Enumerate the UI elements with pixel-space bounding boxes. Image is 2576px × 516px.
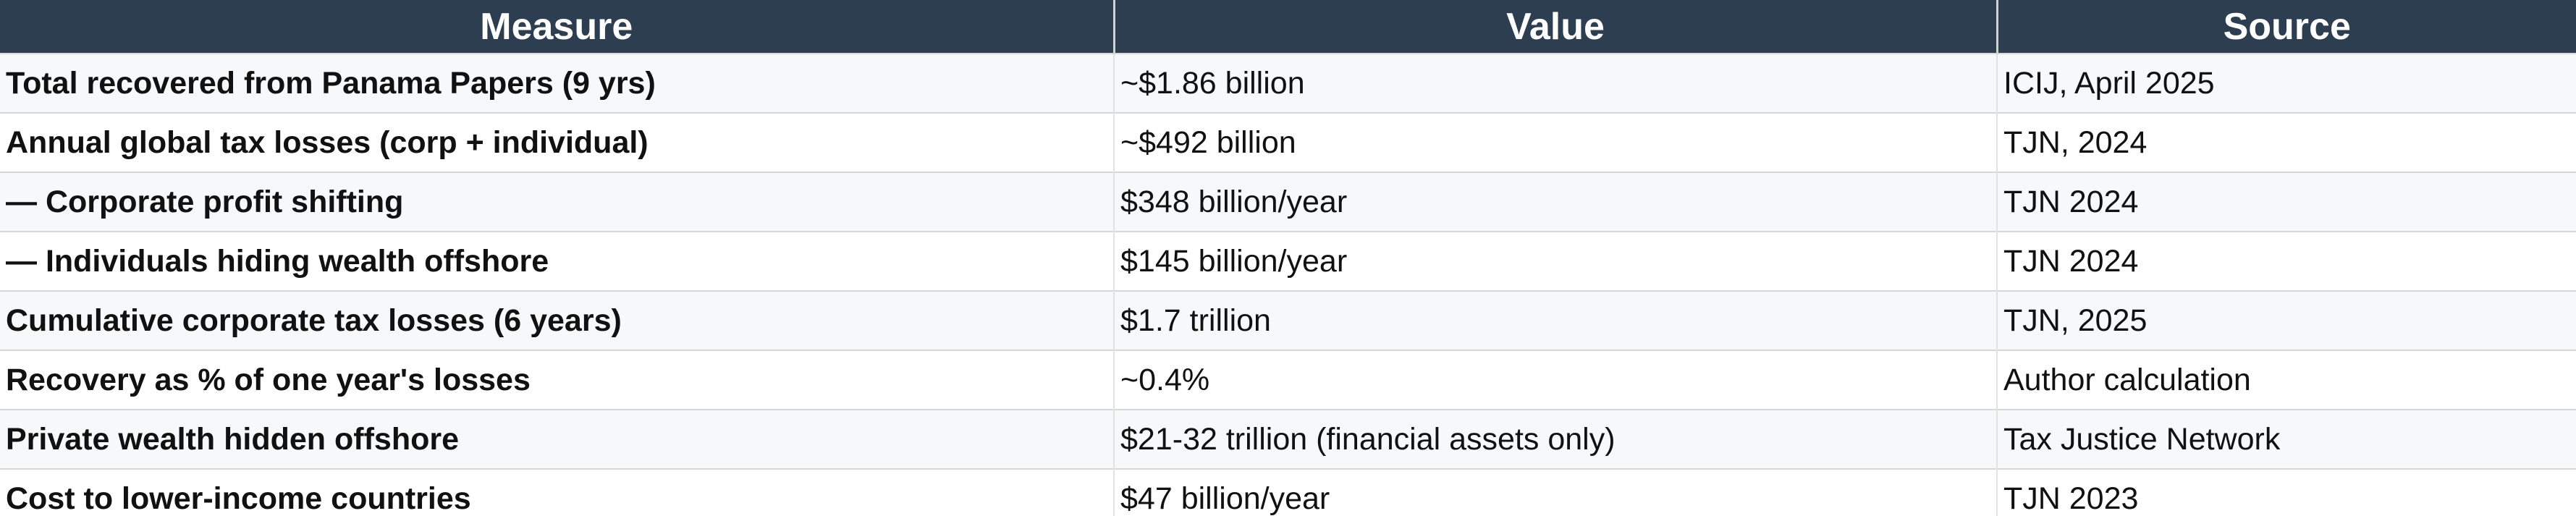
source-cell: TJN, 2024 — [1997, 112, 2576, 172]
measure-cell: Cost to lower-income countries — [0, 468, 1115, 516]
value-cell: $348 billion/year — [1114, 172, 1998, 232]
source-cell: TJN 2023 — [1997, 468, 2576, 516]
value-cell: ~$1.86 billion — [1114, 53, 1998, 113]
column-header-source: Source — [1997, 0, 2576, 54]
value-cell: $47 billion/year — [1114, 468, 1998, 516]
measure-cell: Cumulative corporate tax losses (6 years… — [0, 290, 1115, 350]
table-row: Private wealth hidden offshore $21-32 tr… — [0, 409, 2576, 469]
source-cell: TJN 2024 — [1997, 172, 2576, 232]
table-row: Cost to lower-income countries $47 billi… — [0, 468, 2576, 516]
source-cell: Author calculation — [1997, 350, 2576, 410]
value-cell: $21-32 trillion (financial assets only) — [1114, 409, 1998, 469]
table-row: — Individuals hiding wealth offshore $14… — [0, 231, 2576, 291]
value-cell: ~0.4% — [1114, 350, 1998, 410]
measure-cell: Total recovered from Panama Papers (9 yr… — [0, 53, 1115, 113]
table-row: Cumulative corporate tax losses (6 years… — [0, 290, 2576, 350]
measure-cell: — Individuals hiding wealth offshore — [0, 231, 1115, 291]
column-header-measure: Measure — [0, 0, 1115, 54]
header-row: Measure Value Source — [0, 0, 2576, 54]
table-row: Recovery as % of one year's losses ~0.4%… — [0, 350, 2576, 410]
source-cell: TJN 2024 — [1997, 231, 2576, 291]
table-row: Annual global tax losses (corp + individ… — [0, 112, 2576, 172]
table-header: Measure Value Source — [0, 0, 2576, 54]
value-cell: ~$492 billion — [1114, 112, 1998, 172]
source-cell: ICIJ, April 2025 — [1997, 53, 2576, 113]
table-body: Total recovered from Panama Papers (9 yr… — [0, 53, 2576, 516]
value-cell: $1.7 trillion — [1114, 290, 1998, 350]
measure-cell: Recovery as % of one year's losses — [0, 350, 1115, 410]
value-cell: $145 billion/year — [1114, 231, 1998, 291]
measure-cell: Private wealth hidden offshore — [0, 409, 1115, 469]
source-cell: TJN, 2025 — [1997, 290, 2576, 350]
measure-cell: — Corporate profit shifting — [0, 172, 1115, 232]
source-cell: Tax Justice Network — [1997, 409, 2576, 469]
table-row: — Corporate profit shifting $348 billion… — [0, 172, 2576, 232]
table-row: Total recovered from Panama Papers (9 yr… — [0, 53, 2576, 113]
column-header-value: Value — [1114, 0, 1998, 54]
measure-cell: Annual global tax losses (corp + individ… — [0, 112, 1115, 172]
